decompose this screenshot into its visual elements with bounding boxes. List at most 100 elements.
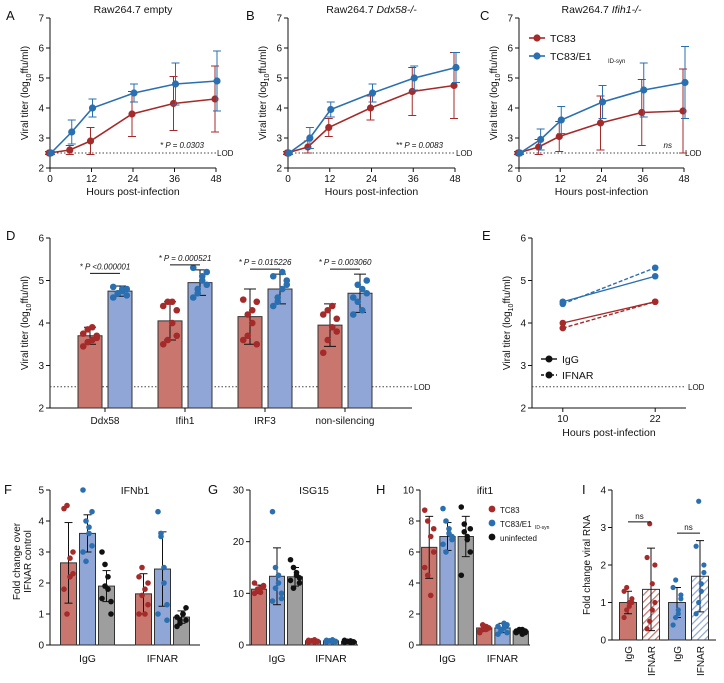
data-point-e1	[501, 620, 507, 627]
y-tick-label: 3	[38, 361, 44, 372]
data-point-uninfected	[183, 617, 189, 623]
bar-tc83	[251, 588, 267, 646]
x-tick-label: IgG	[269, 653, 286, 665]
data-point-e1	[504, 629, 510, 636]
data-point	[651, 272, 659, 280]
data-point-uninfected	[290, 564, 297, 571]
legend-label-igg: IgG	[562, 354, 579, 366]
significance-annotation: * P <0.000001	[80, 262, 131, 271]
panel-label: G	[208, 482, 218, 497]
significance-annotation: * P = 0.015226	[239, 258, 292, 267]
data-point	[629, 599, 635, 606]
data-point	[559, 300, 567, 308]
y-tick-label: 4	[408, 579, 414, 590]
data-point-tc83	[128, 110, 136, 118]
data-point-tc83	[328, 323, 336, 331]
data-point	[693, 543, 699, 549]
data-point-tc83	[253, 340, 261, 348]
bar-e1	[107, 290, 133, 409]
data-point-tc83	[173, 306, 181, 314]
data-point-tc83	[485, 625, 492, 631]
panel-label: C	[480, 8, 489, 23]
y-tick-label: 7	[507, 14, 513, 25]
legend-marker-tc83	[488, 505, 496, 513]
data-point	[673, 614, 679, 621]
series-line-tc83	[286, 84, 455, 154]
data-point-tc83	[248, 306, 256, 314]
series-line-igg	[562, 275, 656, 303]
y-axis-label: Fold change viral RNA	[582, 515, 593, 615]
y-tick-label: 8	[408, 517, 414, 528]
legend-label-e1: TC83/E1	[550, 51, 592, 63]
data-point-tc83	[430, 525, 437, 532]
data-point-e1	[358, 285, 366, 293]
data-point-e1	[89, 543, 95, 549]
y-tick-label: 2	[520, 404, 526, 415]
y-tick-label: 5	[38, 276, 44, 287]
data-point-tc83	[139, 564, 145, 571]
data-point-e1	[327, 105, 335, 114]
panel-label: H	[376, 482, 385, 497]
data-point-e1	[161, 580, 167, 586]
y-tick-label: 2	[38, 579, 44, 590]
y-tick-label: 3	[600, 523, 606, 534]
x-tick-label: 48	[210, 174, 222, 185]
data-point-tc83	[366, 104, 375, 112]
data-point-e1	[118, 285, 126, 293]
x-tick-label: non-silencing	[316, 416, 375, 427]
data-point-tc83	[67, 555, 73, 561]
data-point	[649, 581, 655, 587]
data-point-tc83	[424, 518, 431, 524]
data-point-tc83	[168, 319, 176, 327]
data-point-tc83	[430, 549, 437, 555]
data-point-e1	[449, 536, 455, 543]
data-point-tc83	[239, 296, 247, 303]
data-point-e1	[83, 518, 89, 524]
y-tick-label: 5	[507, 74, 513, 85]
data-point	[626, 603, 632, 609]
y-tick-label: 3	[520, 361, 526, 372]
data-point-e1	[681, 78, 689, 87]
data-point-e1	[285, 149, 293, 157]
y-tick-label: 4	[507, 104, 513, 115]
data-point	[644, 554, 650, 561]
data-point-tc83	[260, 583, 267, 590]
data-point	[698, 581, 704, 587]
data-point-tc83	[211, 95, 219, 103]
data-point-e1	[440, 541, 446, 548]
series-line-igg	[562, 301, 656, 324]
x-tick-label: 36	[637, 174, 649, 185]
data-point-e1	[203, 268, 211, 276]
data-point	[649, 607, 655, 613]
data-point-e1	[278, 590, 285, 597]
data-point-tc83	[427, 533, 434, 540]
data-point-tc83	[136, 574, 142, 580]
data-point-e1	[598, 98, 607, 106]
y-tick-label: 6	[408, 548, 414, 559]
legend-marker-e1	[533, 52, 541, 60]
x-tick-label: 0	[47, 174, 53, 185]
legend-label-e1: TC83/E1	[500, 520, 532, 529]
data-point	[652, 599, 658, 606]
y-tick-label: 7	[38, 14, 44, 25]
data-point	[678, 592, 684, 598]
x-tick-label: 36	[408, 174, 420, 185]
data-point-uninfected	[461, 529, 468, 535]
data-point-e1	[332, 638, 339, 645]
data-point	[675, 611, 681, 617]
y-tick-label: 0	[408, 641, 414, 652]
lod-label: LOD	[217, 149, 234, 158]
y-axis-label: Viral titer (log10ffu/ml)	[489, 46, 502, 140]
data-point-tc83	[145, 580, 151, 586]
y-tick-label: 7	[276, 14, 282, 25]
data-point-tc83	[142, 611, 148, 617]
y-tick-label: 30	[233, 486, 245, 497]
data-point-e1	[443, 518, 449, 524]
chart-title-main: Raw264.7	[562, 4, 612, 16]
panel-label: A	[6, 8, 15, 23]
data-point-uninfected	[99, 549, 105, 555]
data-point-tc83	[450, 81, 458, 90]
x-tick-label: 24	[127, 174, 139, 185]
data-point-uninfected	[102, 561, 108, 568]
x-tick-label: IgG	[439, 653, 456, 665]
